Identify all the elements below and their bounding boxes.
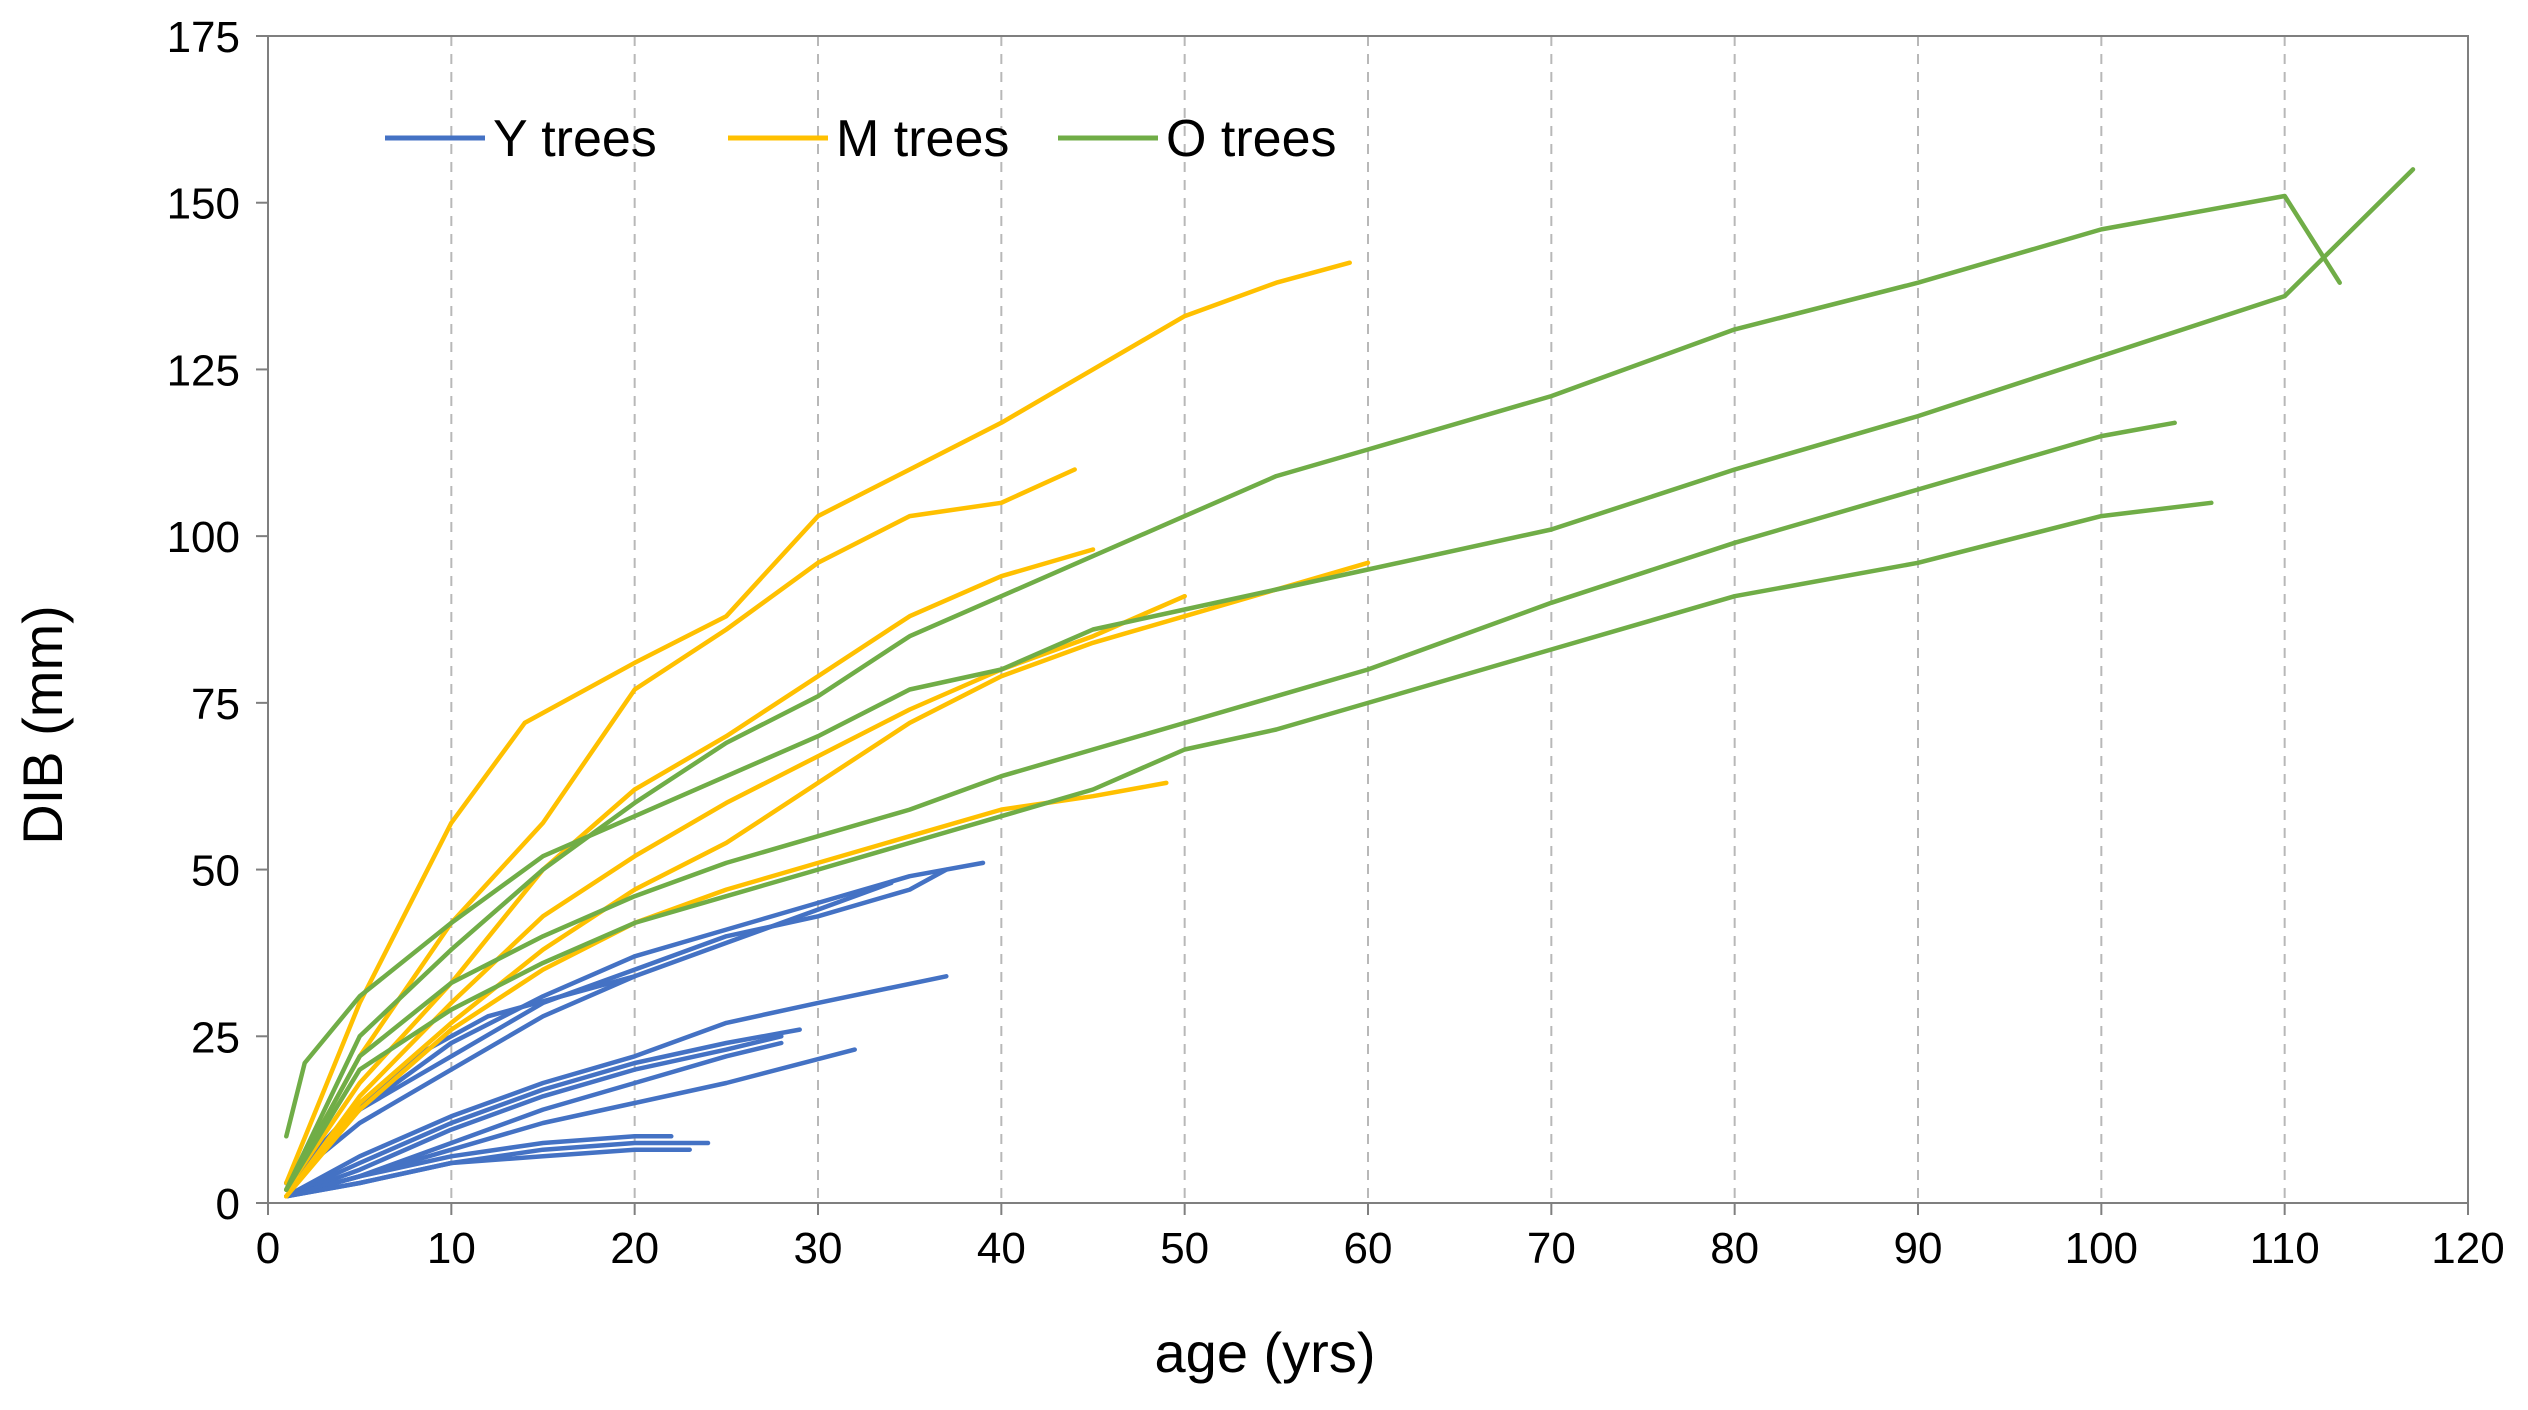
x-tick-label: 50 [1160, 1224, 1209, 1273]
legend-label-y-trees: Y trees [493, 110, 657, 168]
x-tick-label: 0 [256, 1224, 280, 1273]
series-line-o-trees-21 [284, 500, 2214, 1192]
legend-label-o-trees: O trees [1166, 110, 1337, 168]
y-tick-label: 0 [216, 1180, 240, 1229]
series-line-y-trees-2 [284, 880, 894, 1186]
y-axis-title: DIB (mm) [11, 605, 74, 845]
x-tick-label: 120 [2431, 1224, 2504, 1273]
axes: 0 10 20 30 40 50 60 70 80 90 100 110 120 0 25 50 75 100 12… [167, 13, 2505, 1273]
series-line-y-trees-6 [284, 1034, 784, 1199]
y-tick-label: 50 [191, 847, 240, 896]
x-tick-label: 100 [2065, 1224, 2138, 1273]
x-tick-label: 10 [427, 1224, 476, 1273]
x-tick-label: 110 [2250, 1224, 2320, 1273]
series-line-m-trees-12 [284, 260, 1352, 1186]
y-tick-label: 100 [167, 513, 240, 562]
x-axis-title: age (yrs) [1155, 1321, 1376, 1384]
y-tick-label: 75 [191, 680, 240, 729]
legend: Y trees M trees O trees [385, 110, 1337, 168]
legend-label-m-trees: M trees [836, 110, 1009, 168]
x-tick-label: 70 [1527, 1224, 1576, 1273]
series-line-y-trees-4 [284, 974, 949, 1199]
x-tick-label: 40 [977, 1224, 1026, 1273]
series-line-y-trees-9 [284, 1134, 674, 1199]
series-line-o-trees-20 [284, 420, 2177, 1192]
series-line-m-trees-15 [284, 593, 1187, 1199]
x-tick-label: 20 [610, 1224, 659, 1273]
x-tick-label: 60 [1344, 1224, 1393, 1273]
y-tick-label: 125 [167, 346, 240, 395]
series-line-y-trees-5 [284, 1027, 802, 1199]
gridlines [450, 36, 2286, 1203]
x-tick-label: 90 [1894, 1224, 1943, 1273]
series-line-o-trees-19 [284, 193, 2342, 1192]
y-tick-label: 150 [167, 180, 240, 229]
series-line-m-trees-13 [284, 467, 1077, 1192]
x-tick-label: 80 [1710, 1224, 1759, 1273]
y-tick-label: 25 [191, 1013, 240, 1062]
x-tick-label: 30 [794, 1224, 843, 1273]
series-line-o-trees-18 [284, 167, 2416, 1139]
series-line-y-trees-1 [284, 867, 949, 1186]
series-line-m-trees-16 [284, 560, 1371, 1199]
y-tick-label: 175 [167, 13, 240, 62]
series-lines [284, 167, 2416, 1199]
series-line-y-trees-11 [284, 1147, 692, 1199]
series-line-y-trees-7 [284, 1040, 784, 1199]
series-line-m-trees-14 [284, 547, 1096, 1192]
